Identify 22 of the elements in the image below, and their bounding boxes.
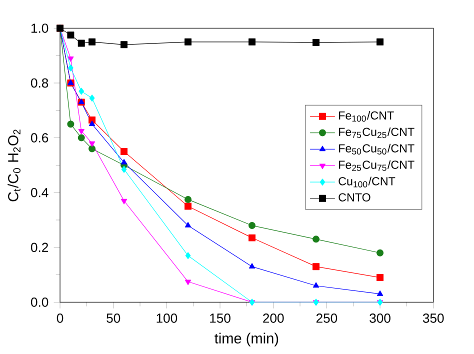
legend-label: Fe$_{25}$Cu$_{75}$/CNT: [339, 160, 414, 171]
x-tick-label: 100: [156, 314, 178, 323]
legend-label: CNTO: [338, 193, 370, 202]
legend-label: Fe$_{75}$Cu$_{25}$/CNT: [339, 127, 414, 138]
y-tick-label: 0.8: [30, 78, 48, 88]
y-tick-label: 1.0: [31, 24, 48, 33]
x-axis-title: time (min): [214, 332, 278, 346]
x-tick-label: 250: [316, 314, 338, 323]
y-tick-label: 0.6: [30, 133, 48, 142]
y-tick-label: 0.0: [30, 298, 48, 307]
x-tick-label: 0: [56, 314, 64, 323]
x-tick-label: 50: [106, 314, 120, 323]
y-axis-title: C$_{t}$/C$_{0}$ H$_{2}$O$_{2}$: [8, 130, 20, 202]
x-tick-label: 350: [422, 314, 444, 323]
x-tick-label: 300: [370, 314, 390, 323]
legend-label: Fe$_{100}$/CNT: [339, 111, 394, 122]
y-tick-label: 0.4: [30, 188, 48, 198]
x-tick-label: 150: [210, 314, 230, 323]
legend-label: Fe$_{50}$Cu$_{50}$/CNT: [339, 144, 414, 155]
legend-label: Cu$_{100}$/CNT: [338, 176, 396, 188]
x-tick-label: 200: [263, 314, 284, 323]
y-tick-label: 0.2: [30, 242, 48, 252]
